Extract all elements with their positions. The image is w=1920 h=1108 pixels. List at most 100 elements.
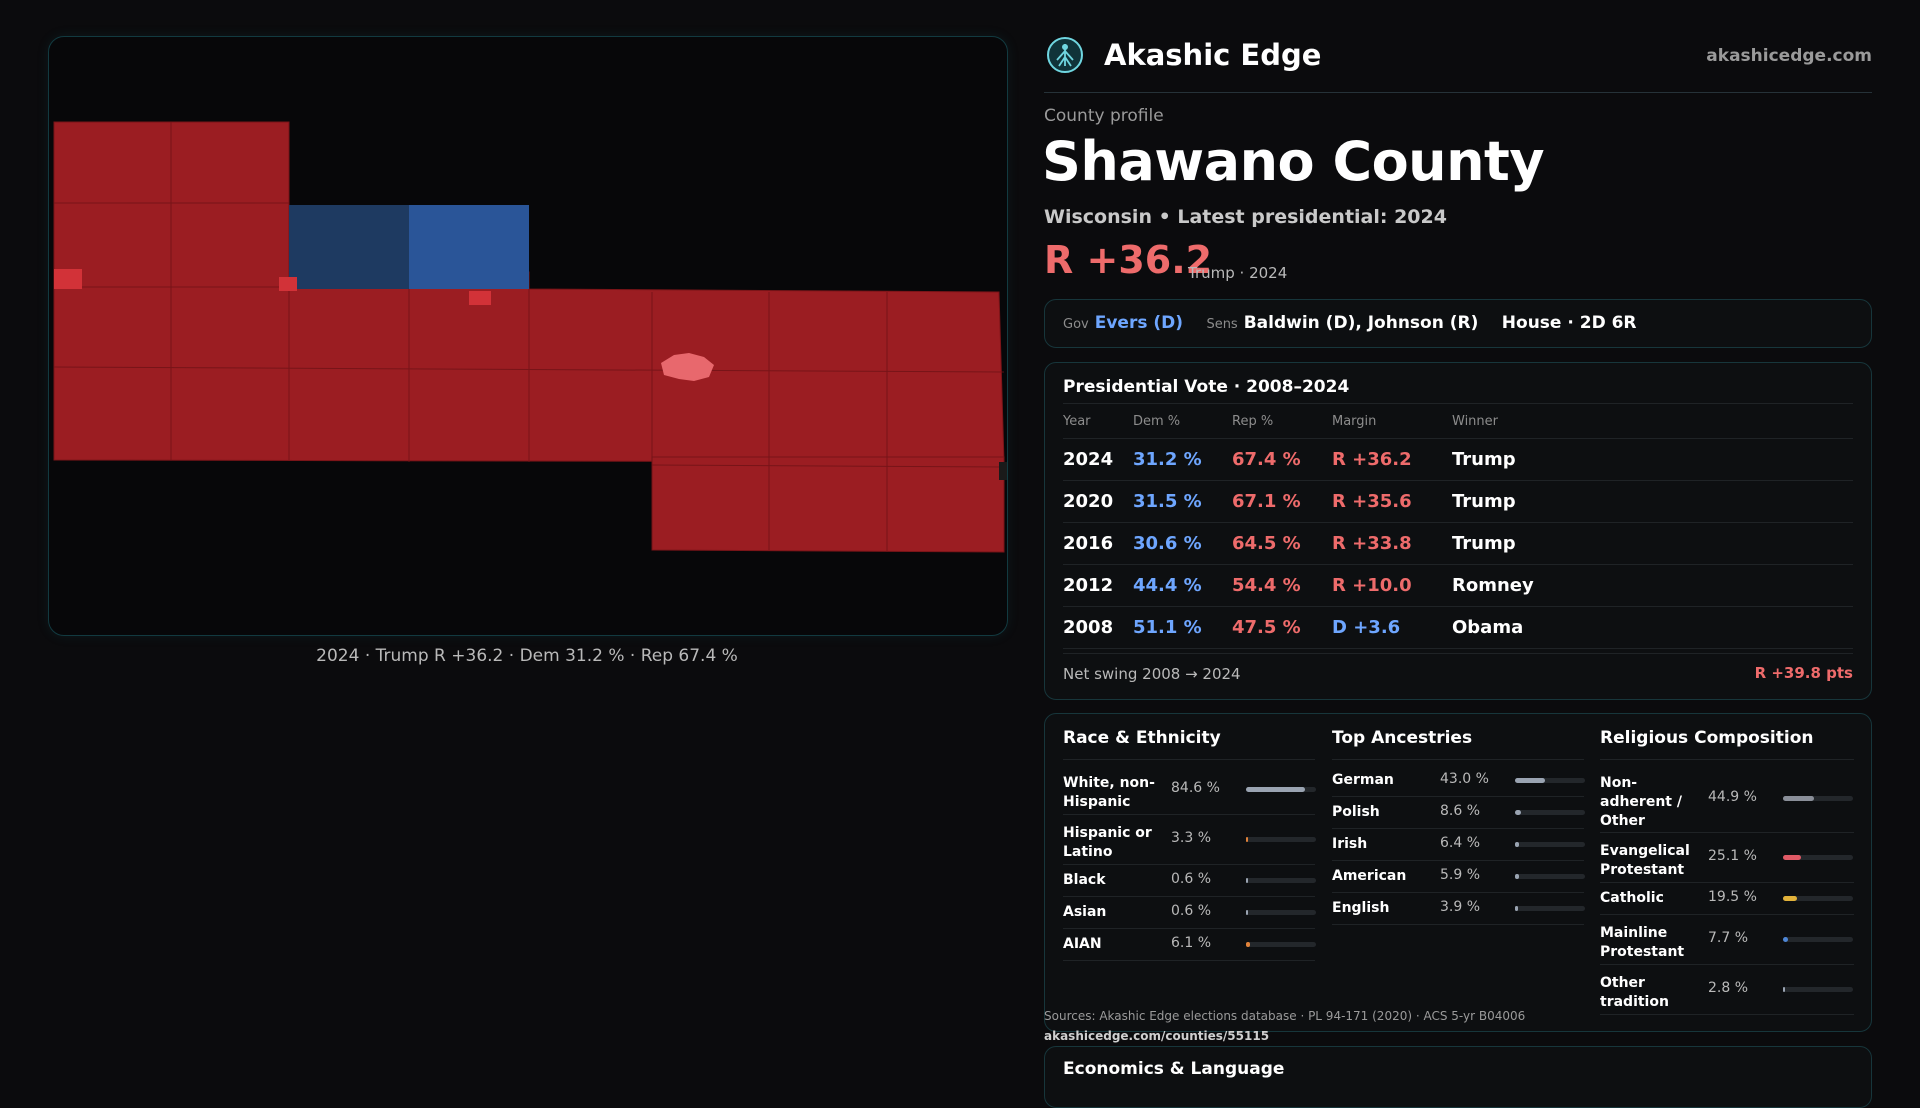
map-caption: 2024 · Trump R +36.2 · Dem 31.2 % · Rep …: [316, 646, 738, 666]
profile-subline: Wisconsin • Latest presidential: 2024: [1044, 206, 1447, 228]
race-value: 84.6 %: [1171, 780, 1220, 796]
latest-margin-note: Trump · 2024: [1188, 264, 1288, 282]
religion-value: 7.7 %: [1708, 930, 1749, 946]
row-dem: 30.6 %: [1133, 533, 1202, 554]
row-dem: 31.2 %: [1133, 449, 1202, 470]
ancestry-label: English: [1332, 900, 1390, 916]
ancestry-row: English 3.9 %: [1332, 892, 1585, 925]
table-row: 2012 44.4 % 54.4 % R +10.0 Romney: [1063, 565, 1853, 607]
col-header-margin: Margin: [1332, 414, 1377, 429]
ancestry-label: American: [1332, 868, 1407, 884]
economics-title: Economics & Language: [1063, 1059, 1285, 1079]
tree-of-life-icon[interactable]: [1046, 36, 1084, 74]
religion-value: 19.5 %: [1708, 889, 1757, 905]
gov-value: Evers (D): [1094, 313, 1184, 333]
religion-bar: [1783, 896, 1853, 901]
sources-text: Sources: Akashic Edge elections database…: [1044, 1009, 1526, 1023]
race-row: Black 0.6 %: [1063, 864, 1316, 897]
col-header-winner: Winner: [1452, 414, 1499, 429]
race-value: 0.6 %: [1171, 871, 1212, 887]
col-header-dem: Dem %: [1133, 414, 1181, 429]
ancestry-bar: [1515, 906, 1585, 911]
row-year: 2008: [1063, 617, 1114, 638]
officials-card: Gov Evers (D) Sens Baldwin (D), Johnson (R…: [1044, 299, 1872, 348]
row-rep: 47.5 %: [1232, 617, 1301, 638]
table-row: 2008 51.1 % 47.5 % D +3.6 Obama: [1063, 607, 1853, 649]
ancestry-row: German 43.0 %: [1332, 764, 1585, 797]
table-row: 2020 31.5 % 67.1 % R +35.6 Trump: [1063, 481, 1853, 523]
ancestry-bar: [1515, 778, 1585, 783]
divider: [1063, 759, 1315, 760]
religion-bar-fill: [1783, 796, 1815, 801]
race-label: AIAN: [1063, 936, 1102, 952]
religion-value: 2.8 %: [1708, 980, 1749, 996]
religion-label: Evangelical Protestant: [1600, 843, 1690, 878]
table-header: Year Dem % Rep % Margin Winner: [1063, 403, 1853, 439]
sens-label: Sens: [1206, 317, 1238, 332]
religion-row: Evangelical Protestant 25.1 %: [1600, 832, 1854, 883]
row-margin: R +36.2: [1332, 449, 1412, 470]
religion-bar-fill: [1783, 987, 1785, 992]
row-rep: 67.4 %: [1232, 449, 1301, 470]
ancestry-value: 6.4 %: [1440, 835, 1481, 851]
county-map-panel[interactable]: [48, 36, 1008, 636]
religion-bar: [1783, 855, 1853, 860]
ancestry-label: Polish: [1332, 804, 1380, 820]
net-swing-row: Net swing 2008 → 2024 R +39.8 pts: [1063, 653, 1853, 683]
race-label: Hispanic or Latino: [1063, 825, 1152, 860]
race-row: White, non-Hispanic 84.6 %: [1063, 764, 1316, 815]
map-region-dem: [409, 205, 529, 289]
religion-value: 25.1 %: [1708, 848, 1757, 864]
race-label: White, non-Hispanic: [1063, 775, 1155, 810]
race-title: Race & Ethnicity: [1063, 728, 1221, 748]
gov-label: Gov: [1063, 317, 1089, 332]
race-bar: [1246, 910, 1316, 915]
ancestry-bar-fill: [1515, 842, 1520, 847]
row-margin: R +35.6: [1332, 491, 1412, 512]
religion-bar-fill: [1783, 855, 1801, 860]
demographics-card: Race & Ethnicity White, non-Hispanic 84.6…: [1044, 713, 1872, 1032]
row-winner: Trump: [1452, 491, 1516, 512]
row-year: 2024: [1063, 449, 1114, 470]
race-label: Black: [1063, 872, 1106, 888]
col-header-rep: Rep %: [1232, 414, 1274, 429]
race-bar: [1246, 837, 1316, 842]
map-city-shawano: [661, 353, 714, 381]
brand-name[interactable]: Akashic Edge: [1104, 38, 1322, 72]
profile-eyebrow: County profile: [1044, 106, 1164, 126]
table-row: 2024 31.2 % 67.4 % R +36.2 Trump: [1063, 439, 1853, 481]
ancestry-value: 5.9 %: [1440, 867, 1481, 883]
row-rep: 67.1 %: [1232, 491, 1301, 512]
ancestry-row: American 5.9 %: [1332, 860, 1585, 893]
row-winner: Obama: [1452, 617, 1524, 638]
row-margin: R +10.0: [1332, 575, 1412, 596]
presidential-table: Year Dem % Rep % Margin Winner 2024 31.2…: [1063, 403, 1853, 649]
row-year: 2020: [1063, 491, 1114, 512]
divider: [1332, 759, 1584, 760]
race-label: Asian: [1063, 904, 1107, 920]
divider: [1600, 759, 1854, 760]
religion-value: 44.9 %: [1708, 789, 1757, 805]
ancestry-label: Irish: [1332, 836, 1368, 852]
ancestry-bar: [1515, 842, 1585, 847]
ancestry-value: 43.0 %: [1440, 771, 1489, 787]
ancestry-row: Irish 6.4 %: [1332, 828, 1585, 861]
ancestry-bar: [1515, 810, 1585, 815]
religion-row: Other tradition 2.8 %: [1600, 964, 1854, 1015]
ancestry-value: 8.6 %: [1440, 803, 1481, 819]
ancestry-bar: [1515, 874, 1585, 879]
religion-bar-fill: [1783, 896, 1797, 901]
race-bar: [1246, 942, 1316, 947]
ancestry-row: Polish 8.6 %: [1332, 796, 1585, 829]
house-value: House · 2D 6R: [1501, 313, 1637, 333]
sources-url[interactable]: akashicedge.com/counties/55115: [1044, 1029, 1270, 1043]
ancestry-bar-fill: [1515, 906, 1518, 911]
brand-domain[interactable]: akashicedge.com: [1706, 46, 1872, 66]
county-precinct-map[interactable]: [49, 37, 1007, 635]
presidential-vote-card: Presidential Vote · 2008–2024 Year Dem %…: [1044, 362, 1872, 700]
race-bar-fill: [1246, 942, 1251, 947]
race-bar: [1246, 787, 1316, 792]
net-swing-label: Net swing 2008 → 2024: [1063, 665, 1241, 683]
site-header: Akashic Edge akashicedge.com: [1044, 36, 1872, 93]
race-row: Asian 0.6 %: [1063, 896, 1316, 929]
